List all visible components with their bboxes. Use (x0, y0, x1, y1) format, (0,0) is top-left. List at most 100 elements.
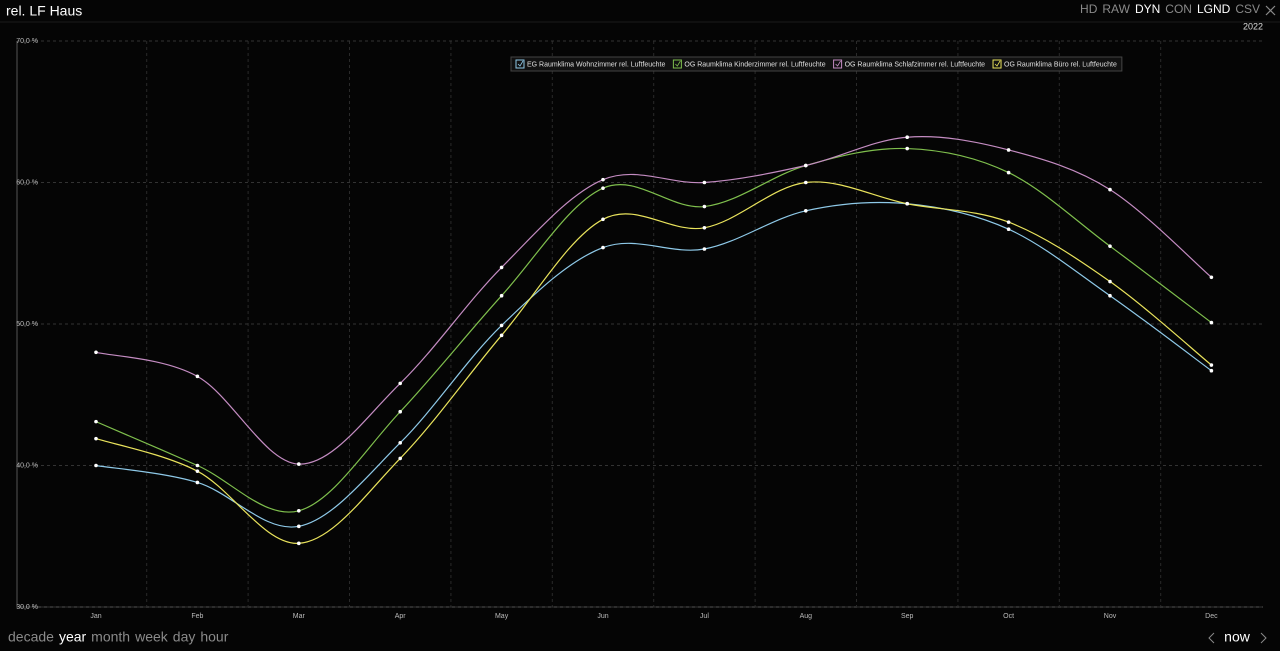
data-point (1209, 368, 1214, 373)
data-point (94, 350, 98, 355)
data-point (94, 419, 98, 424)
legend-label: OG Raumklima Kinderzimmer rel. Luftfeuch… (684, 61, 825, 68)
data-point (1006, 220, 1011, 224)
now-button[interactable]: now (1224, 629, 1251, 645)
data-point (702, 225, 707, 230)
data-point (601, 245, 605, 250)
data-point (398, 456, 403, 461)
data-point (1108, 279, 1112, 284)
x-tick-label: Jan (90, 613, 101, 620)
range-option[interactable]: decade (8, 629, 54, 645)
data-point (1108, 187, 1112, 192)
view-option[interactable]: RAW (1102, 2, 1130, 16)
data-point (499, 323, 504, 328)
x-tick-label: Aug (800, 613, 813, 620)
data-point (702, 180, 707, 185)
series-line (95, 201, 1212, 528)
view-option[interactable]: CON (1165, 2, 1192, 16)
x-tick-label: Mar (293, 613, 306, 620)
data-point (905, 201, 909, 206)
data-point (804, 209, 808, 213)
data-point (601, 186, 605, 190)
data-point (601, 217, 605, 222)
range-option[interactable]: year (59, 629, 87, 645)
legend-check (835, 60, 841, 67)
x-tick-label: Sep (901, 613, 914, 620)
legend-check (675, 60, 681, 67)
y-tick-label: 50,0 % (16, 321, 38, 328)
data-point (1006, 148, 1011, 152)
y-tick-label: 30,0 % (16, 604, 38, 611)
data-point (195, 480, 200, 485)
data-point (195, 463, 200, 468)
legend-checkbox[interactable] (672, 59, 682, 69)
x-tick-label: Jun (597, 613, 608, 620)
data-point (601, 177, 605, 182)
prev-button[interactable] (1208, 632, 1215, 644)
range-option[interactable]: hour (200, 629, 228, 645)
page-title: rel. LF Haus (6, 3, 82, 19)
legend-checkbox[interactable] (992, 59, 1002, 69)
data-point (297, 541, 301, 546)
data-point (297, 524, 301, 529)
range-option[interactable]: day (173, 629, 196, 645)
x-tick-label: Oct (1003, 613, 1014, 620)
data-point (1209, 275, 1214, 280)
view-option[interactable]: HD (1080, 2, 1098, 16)
data-point (702, 204, 707, 209)
data-point (195, 374, 200, 379)
series-line (95, 136, 1212, 465)
series-line (95, 147, 1212, 513)
data-point (94, 463, 98, 468)
legend-label: EG Raumklima Wohnzimmer rel. Luftfeuchte (527, 61, 665, 68)
legend-label: OG Raumklima Büro rel. Luftfeuchte (1004, 61, 1117, 68)
data-point (398, 409, 403, 414)
view-option[interactable]: CSV (1235, 2, 1260, 16)
data-point (905, 135, 909, 140)
data-point (195, 469, 200, 473)
data-point (297, 462, 301, 466)
data-point (1209, 320, 1214, 325)
x-tick-label: Apr (395, 613, 407, 620)
data-point (1006, 170, 1011, 175)
y-tick-label: 70,0 % (16, 38, 38, 45)
data-point (804, 163, 808, 168)
range-option[interactable]: week (134, 629, 169, 645)
data-point (1209, 363, 1214, 367)
legend: EG Raumklima Wohnzimmer rel. Luftfeuchte… (510, 56, 1123, 72)
data-point (1108, 293, 1112, 298)
next-button[interactable] (1260, 632, 1267, 644)
series-line (95, 181, 1212, 544)
data-point (702, 247, 707, 251)
close-button[interactable] (1265, 5, 1276, 16)
x-tick-label: Feb (191, 613, 203, 620)
data-point (804, 180, 808, 185)
legend-check (994, 60, 1001, 67)
x-tick-label: Jul (700, 613, 709, 620)
data-point (398, 381, 403, 386)
legend-checkbox[interactable] (833, 59, 843, 69)
legend-checkbox[interactable] (515, 59, 525, 69)
range-option[interactable]: month (91, 629, 130, 645)
data-point (499, 293, 504, 298)
data-point (1108, 244, 1112, 248)
year-label: 2022 (1243, 21, 1263, 31)
data-point (94, 436, 98, 441)
legend-check (517, 60, 524, 67)
x-tick-label: Dec (1205, 613, 1218, 620)
view-option[interactable]: LGND (1197, 2, 1231, 16)
y-tick-label: 40,0 % (16, 462, 38, 469)
x-tick-label: May (495, 613, 509, 620)
legend-label: OG Raumklima Schlafzimmer rel. Luftfeuch… (845, 61, 986, 68)
data-point (297, 508, 301, 513)
x-tick-label: Nov (1104, 613, 1117, 620)
data-point (1006, 227, 1011, 231)
y-tick-label: 60,0 % (16, 179, 38, 186)
data-point (499, 333, 504, 338)
view-option[interactable]: DYN (1135, 2, 1160, 16)
legend-box (510, 56, 1123, 72)
data-point (398, 441, 403, 445)
data-point (499, 265, 504, 270)
data-point (905, 146, 909, 151)
